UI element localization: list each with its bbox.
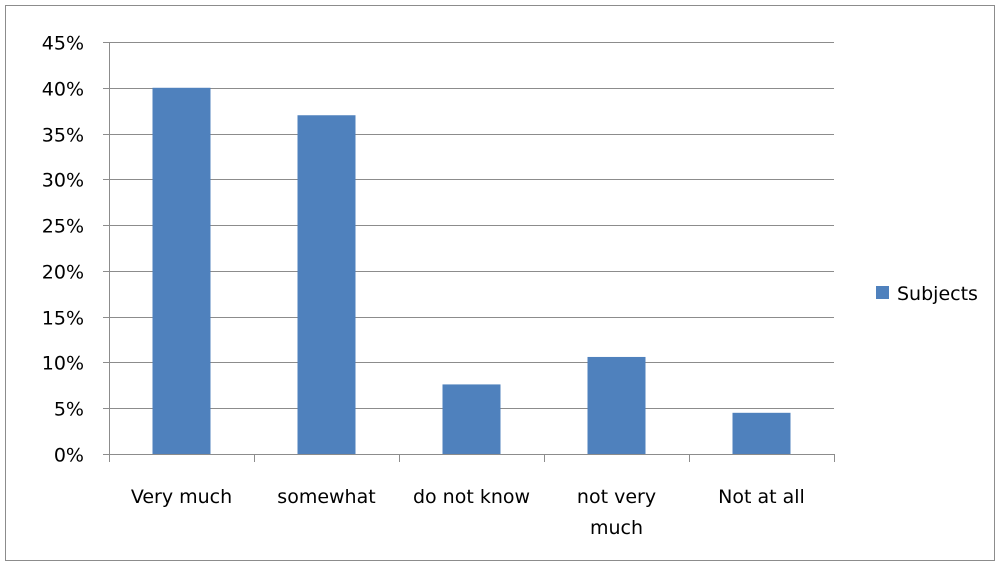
bar: [732, 412, 791, 454]
gridlines: [109, 42, 834, 409]
x-tick-label: Not at all: [718, 486, 805, 508]
y-tick-label: 40%: [42, 79, 84, 101]
legend-label: Subjects: [897, 283, 978, 305]
x-tick-label: Very much: [131, 486, 232, 508]
y-tick-label: 5%: [54, 399, 84, 421]
bar: [587, 356, 646, 454]
y-tick-label: 35%: [42, 125, 84, 147]
axes: [103, 42, 835, 462]
y-tick-label: 45%: [42, 33, 84, 55]
bar: [152, 87, 211, 455]
y-tick-label: 15%: [42, 308, 84, 330]
bar: [297, 115, 356, 454]
x-tick-label: much: [590, 517, 643, 539]
x-tick-label: do not know: [413, 486, 530, 508]
y-tick-label: 0%: [54, 445, 84, 467]
y-tick-label: 10%: [42, 353, 84, 375]
y-tick-labels: 0% 5% 10% 15% 20% 25% 30% 35% 40% 45%: [42, 33, 84, 467]
y-tick-label: 20%: [42, 262, 84, 284]
legend: Subjects: [876, 283, 978, 305]
y-tick-label: 30%: [42, 170, 84, 192]
y-tick-label: 25%: [42, 216, 84, 238]
bars: [152, 87, 791, 455]
bar: [442, 384, 501, 454]
x-tick-label: somewhat: [277, 486, 375, 508]
x-tick-label: not very: [577, 486, 656, 508]
x-tick-labels: Very much somewhat do not know not very much…: [131, 486, 805, 539]
legend-swatch: [876, 286, 889, 299]
